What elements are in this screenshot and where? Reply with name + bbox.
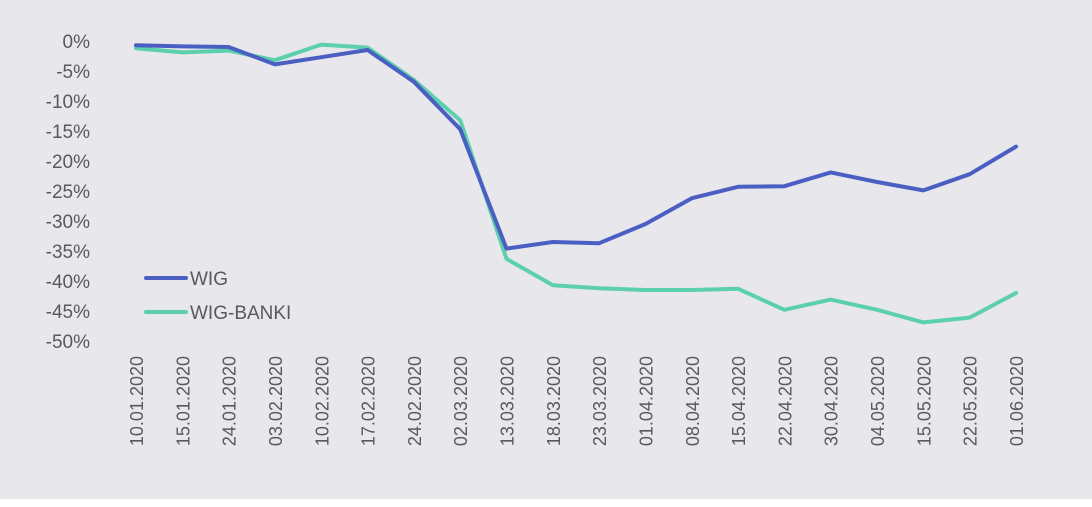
- x-axis: 10.01.2020 15.01.2020 24.01.2020 03.02.2020…: [127, 356, 1027, 446]
- y-tick-label: -35%: [46, 242, 90, 263]
- x-tick-label: 24.02.2020: [405, 356, 425, 446]
- bottom-strip: [0, 499, 1092, 507]
- legend: WIG WIG-BANKI: [144, 269, 291, 324]
- x-tick-label: 01.04.2020: [636, 356, 656, 446]
- y-tick-label: -20%: [46, 152, 90, 173]
- x-tick-label: 15.05.2020: [914, 356, 934, 446]
- y-tick-label: -15%: [46, 122, 90, 143]
- x-tick-label: 15.01.2020: [173, 356, 193, 446]
- series-lines: [134, 42, 1018, 325]
- x-tick-label: 23.03.2020: [590, 356, 610, 446]
- y-tick-label: -40%: [46, 272, 90, 293]
- legend-label: WIG-BANKI: [190, 303, 291, 324]
- y-tick-label: -25%: [46, 182, 90, 203]
- y-tick-label: -10%: [46, 92, 90, 113]
- y-tick-label: -45%: [46, 302, 90, 323]
- x-tick-label: 22.05.2020: [961, 356, 981, 446]
- x-tick-label: 08.04.2020: [683, 356, 703, 446]
- y-tick-label: -50%: [46, 332, 90, 353]
- x-tick-label: 10.02.2020: [312, 356, 332, 446]
- y-axis: 0% -5% -10% -15% -20% -25% -30% -35% -40% -45% -50…: [46, 32, 90, 353]
- x-tick-label: 04.05.2020: [868, 356, 888, 446]
- x-tick-label: 10.01.2020: [127, 356, 147, 446]
- legend-label: WIG: [190, 269, 228, 290]
- x-tick-label: 13.03.2020: [498, 356, 518, 446]
- series-line-wig: [134, 43, 1018, 251]
- series-line-wig-banki: [134, 42, 1018, 325]
- y-tick-label: -5%: [56, 62, 90, 83]
- y-tick-label: -30%: [46, 212, 90, 233]
- x-tick-label: 15.04.2020: [729, 356, 749, 446]
- x-tick-label: 17.02.2020: [359, 356, 379, 446]
- x-tick-label: 01.06.2020: [1007, 356, 1027, 446]
- x-tick-label: 18.03.2020: [544, 356, 564, 446]
- x-tick-label: 03.02.2020: [266, 356, 286, 446]
- x-tick-label: 22.04.2020: [775, 356, 795, 446]
- y-tick-label: 0%: [63, 32, 91, 53]
- x-tick-label: 02.03.2020: [451, 356, 471, 446]
- x-tick-label: 24.01.2020: [220, 356, 240, 446]
- x-tick-label: 30.04.2020: [822, 356, 842, 446]
